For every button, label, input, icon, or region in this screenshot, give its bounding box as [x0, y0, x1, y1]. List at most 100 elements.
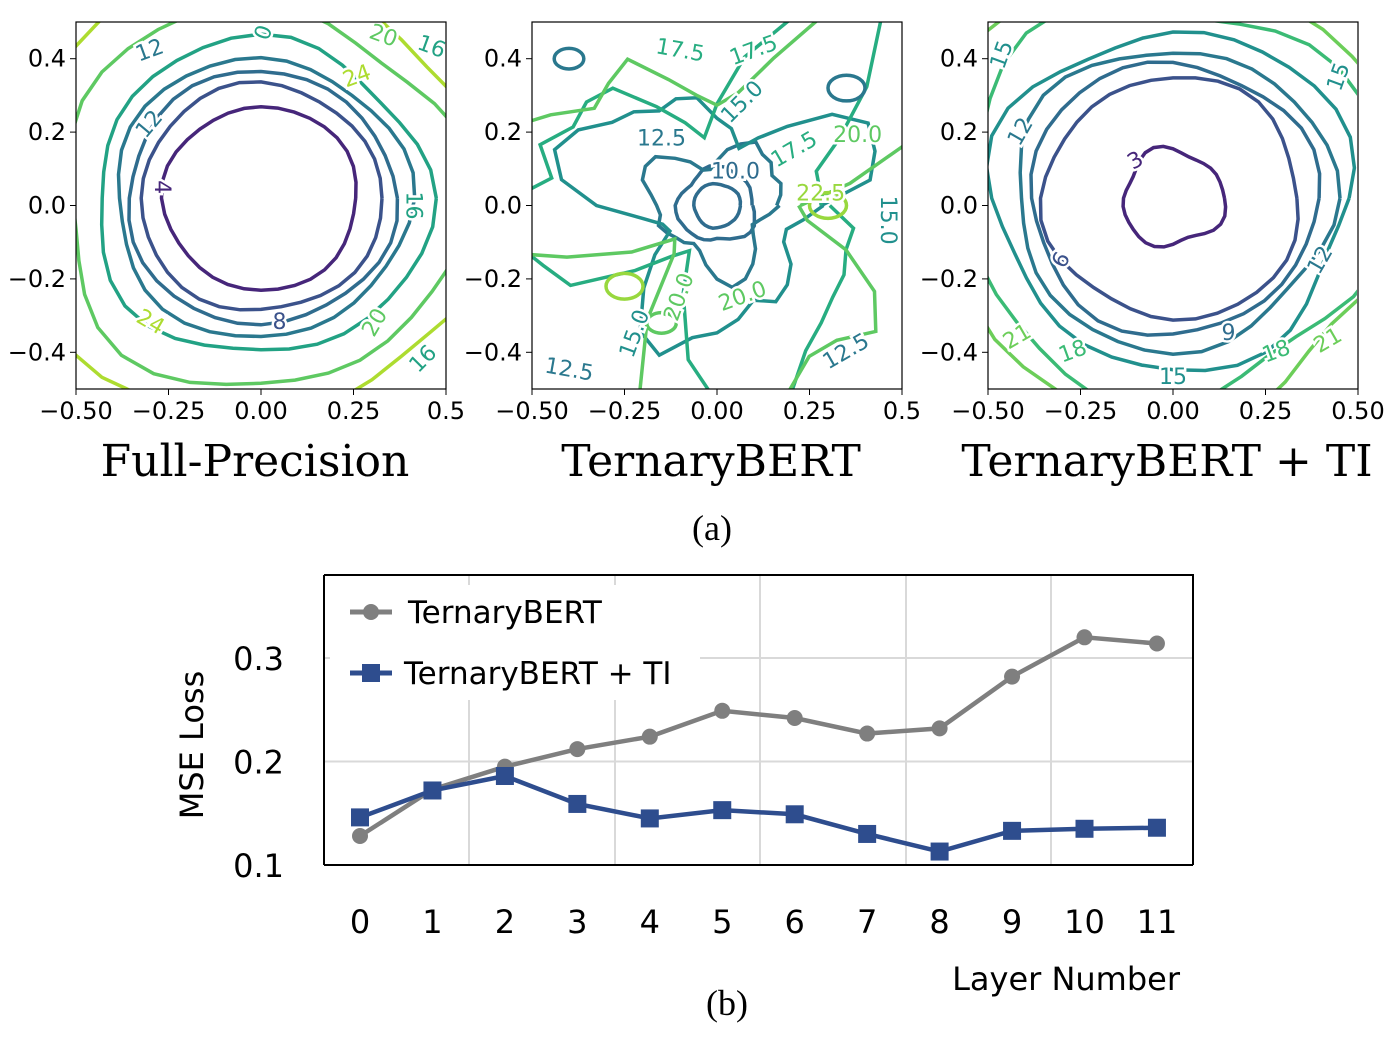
legend-marker	[362, 664, 380, 682]
contour-label: 16	[405, 341, 442, 378]
data-point	[352, 828, 368, 845]
y-tick-label: 0.2	[484, 118, 522, 146]
contour-line	[1038, 76, 1300, 322]
caption-a: (a)	[692, 508, 732, 548]
data-point	[785, 805, 804, 824]
x-tick-label: 0.5	[883, 397, 921, 425]
x-tick-label: 7	[857, 903, 877, 941]
x-tick-label: 4	[640, 903, 660, 941]
contour-blob	[644, 310, 679, 335]
data-point	[713, 801, 732, 820]
contour-label: 0	[250, 22, 278, 44]
x-tick-label: 0.5	[427, 397, 465, 425]
y-tick-label: 0.4	[484, 45, 522, 73]
y-tick-label: −0.2	[464, 265, 522, 293]
contour-label: 12	[1003, 113, 1039, 150]
data-point	[714, 702, 731, 719]
data-point	[1076, 629, 1093, 646]
line-chart: TernaryBERT TernaryBERT + TI 0.1 0.2 0.3 0 1 2 3…	[173, 574, 1194, 998]
contour-label: 22.5	[796, 181, 845, 206]
contour-label: 15.0	[716, 76, 768, 128]
y-tick-label: −0.4	[920, 338, 978, 366]
x-axis-label: Layer Number	[952, 960, 1181, 998]
contour-label: 15	[1322, 59, 1355, 94]
contour-line	[139, 80, 384, 312]
contour-label: 8	[273, 310, 287, 335]
x-tick-label: −0.25	[132, 397, 206, 425]
data-point	[569, 741, 586, 758]
x-tick-label: 0	[350, 903, 370, 941]
contour-label: 18	[1055, 335, 1090, 368]
x-tick-label: 10	[1064, 903, 1105, 941]
legend-marker	[363, 604, 379, 620]
contour-label: 9	[1222, 321, 1236, 346]
data-point	[1148, 635, 1165, 652]
y-tick-label: 0.2	[233, 744, 284, 782]
legend-bg	[330, 585, 700, 700]
contour-line	[99, 32, 439, 352]
data-point	[931, 720, 948, 737]
x-tick-label: 9	[1002, 903, 1022, 941]
series-line-1	[358, 635, 1158, 838]
contour-label: 17.5	[767, 127, 822, 173]
contour-blob	[604, 271, 645, 301]
contour-line	[673, 164, 757, 242]
contour-label: 17.5	[727, 31, 782, 71]
contour-label: 20.0	[833, 123, 882, 148]
series-line-2	[359, 773, 1157, 854]
contour-line	[1029, 60, 1322, 337]
x-tick-label: −0.50	[495, 397, 569, 425]
contour-line	[1018, 51, 1342, 356]
data-point	[568, 794, 587, 813]
contour-line	[532, 22, 883, 389]
x-tick-label: −0.50	[951, 397, 1025, 425]
y-tick-label: 0.4	[940, 45, 978, 73]
contour-line	[988, 22, 1357, 389]
data-point	[423, 781, 442, 800]
contour-label: 4	[149, 180, 174, 194]
data-point	[1147, 818, 1166, 837]
panel-title: TernaryBERT	[561, 436, 861, 487]
caption-b: (b)	[706, 983, 748, 1023]
contour-line	[159, 104, 358, 292]
y-tick-label: 0.0	[484, 192, 522, 220]
y-tick-label: 0.3	[233, 640, 284, 678]
x-tick-label: 0.25	[327, 397, 380, 425]
x-tick-label: −0.25	[588, 397, 662, 425]
x-tick-label: 5	[712, 903, 732, 941]
contour-label: 20	[366, 20, 401, 53]
contour-label: 20	[357, 304, 393, 341]
y-tick-label: −0.2	[8, 265, 66, 293]
contour-label: 12.5	[637, 126, 686, 151]
data-point	[1003, 821, 1022, 840]
x-tick-label: 6	[785, 903, 805, 941]
data-point	[1004, 668, 1021, 685]
panel-title: TernaryBERT + TI	[961, 436, 1372, 487]
contour-blob	[552, 46, 586, 71]
contour-line	[640, 140, 783, 290]
contour-label: 10.0	[711, 159, 760, 184]
y-tick-label: 0.1	[233, 847, 284, 885]
x-tick-label: 8	[929, 903, 949, 941]
contour-line	[552, 96, 877, 358]
contour-label: 15	[986, 37, 1019, 72]
y-tick-label: 0.4	[28, 45, 66, 73]
contour-label: 21	[1310, 323, 1347, 359]
contour-label: 15.0	[615, 306, 655, 361]
x-tick-label: 0.25	[1239, 397, 1292, 425]
contour-blob	[807, 190, 849, 221]
plot-frame	[324, 574, 1194, 865]
y-axis-label: MSE Loss	[173, 671, 211, 820]
data-point	[351, 808, 369, 827]
data-point	[858, 824, 877, 843]
y-tick-label: 0.0	[28, 192, 66, 220]
contour-blob	[826, 73, 867, 103]
data-point	[859, 725, 876, 742]
y-tick-label: 0.2	[940, 118, 978, 146]
contour-label: 12	[132, 34, 167, 67]
plot-frame	[75, 21, 447, 390]
contour-line	[692, 181, 743, 230]
x-tick-label: 0.00	[690, 397, 743, 425]
